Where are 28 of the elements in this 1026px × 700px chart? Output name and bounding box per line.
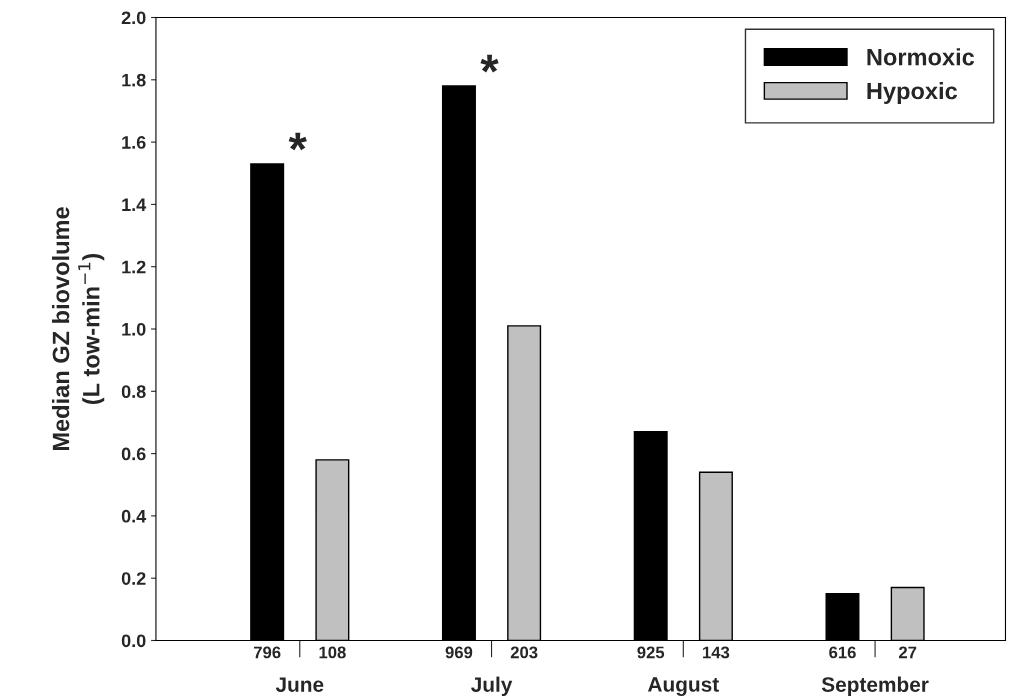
- y-tick-label: 1.6: [122, 136, 146, 149]
- x-tick-label: August: [647, 677, 719, 697]
- y-tick-label: 0.4: [121, 509, 147, 523]
- legend-label: Normoxic: [867, 48, 975, 66]
- legend-label: Hypoxic: [867, 82, 958, 105]
- text: 969: [445, 646, 473, 659]
- y-tick-label: 0.6: [121, 447, 146, 461]
- text: 203: [510, 646, 538, 659]
- y-tick-label: 1.8: [122, 73, 146, 87]
- x-tick-label: September: [821, 676, 929, 697]
- annotation: *: [480, 54, 499, 73]
- y-axis-title: Median GZ biovolume (L tow-min$^{−1}$): [52, 207, 105, 451]
- text: 796: [253, 646, 281, 659]
- x-tick-label: July: [471, 676, 513, 697]
- y-tick-label: 0.2: [121, 572, 146, 585]
- x-tick-label: June: [275, 677, 324, 692]
- text: 616: [829, 646, 856, 659]
- text: 925: [637, 646, 665, 659]
- y-tick-label: 0.0: [121, 634, 146, 648]
- y-tick-label: 0.8: [121, 385, 146, 399]
- text: 27: [898, 646, 917, 659]
- annotation: *: [288, 132, 307, 151]
- text: 143: [703, 646, 730, 659]
- y-tick-label: 2.0: [121, 11, 146, 25]
- y-tick-label: 1.4: [122, 198, 147, 211]
- y-tick-label: 1.2: [122, 260, 146, 274]
- y-tick-label: 1.0: [122, 322, 146, 336]
- text: 108: [319, 646, 346, 659]
